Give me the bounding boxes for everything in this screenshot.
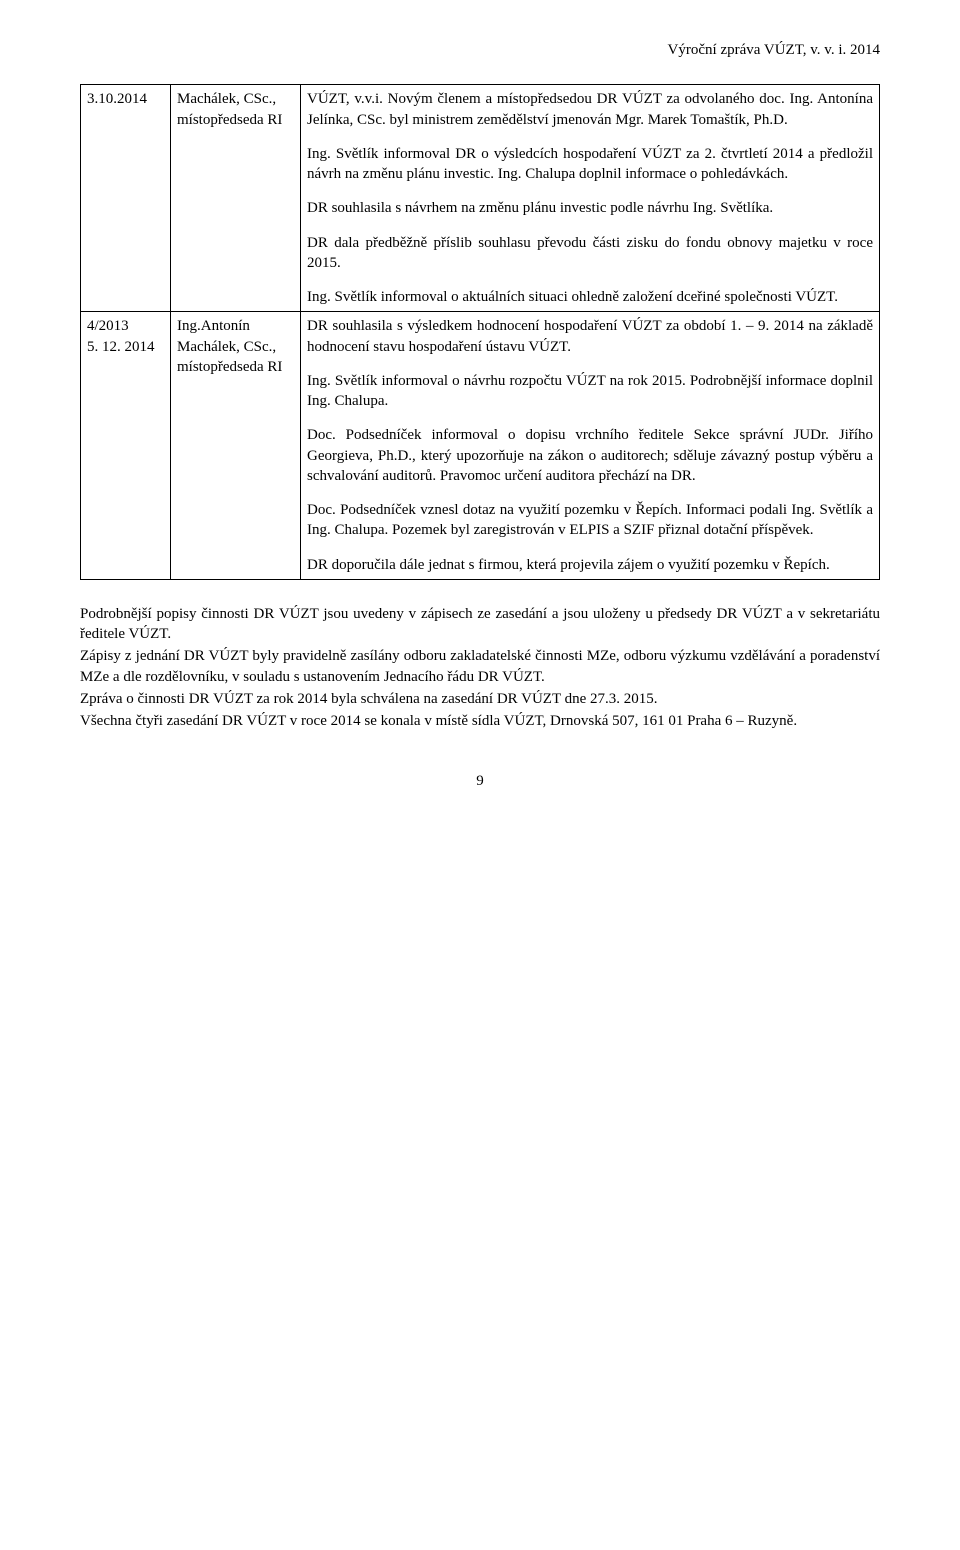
body-para: Zpráva o činnosti DR VÚZT za rok 2014 by… — [80, 689, 880, 709]
note-para: VÚZT, v.v.i. Novým členem a místopředsed… — [307, 89, 873, 130]
note-para: DR dala předběžně příslib souhlasu převo… — [307, 233, 873, 274]
note-para: Ing. Světlík informoval o aktuálních sit… — [307, 287, 873, 307]
meeting-date: 4/2013 5. 12. 2014 — [81, 312, 171, 580]
note-para: Ing. Světlík informoval DR o výsledcích … — [307, 144, 873, 185]
note-para: DR souhlasila s výsledkem hodnocení hosp… — [307, 316, 873, 357]
table-row: 3.10.2014 Machálek, CSc., místopředseda … — [81, 85, 880, 312]
body-para: Zápisy z jednání DR VÚZT byly pravidelně… — [80, 646, 880, 687]
body-text: Podrobnější popisy činnosti DR VÚZT jsou… — [80, 604, 880, 732]
meeting-date: 3.10.2014 — [81, 85, 171, 312]
note-para: DR doporučila dále jednat s firmou, kter… — [307, 555, 873, 575]
meeting-notes: DR souhlasila s výsledkem hodnocení hosp… — [301, 312, 880, 580]
note-para: Doc. Podsedníček vznesl dotaz na využití… — [307, 500, 873, 541]
body-para: Podrobnější popisy činnosti DR VÚZT jsou… — [80, 604, 880, 645]
note-para: Ing. Světlík informoval o návrhu rozpočt… — [307, 371, 873, 412]
meetings-table: 3.10.2014 Machálek, CSc., místopředseda … — [80, 84, 880, 580]
report-header: Výroční zpráva VÚZT, v. v. i. 2014 — [80, 40, 880, 60]
note-para: DR souhlasila s návrhem na změnu plánu i… — [307, 198, 873, 218]
table-row: 4/2013 5. 12. 2014 Ing.Antonín Machálek,… — [81, 312, 880, 580]
body-para: Všechna čtyři zasedání DR VÚZT v roce 20… — [80, 711, 880, 731]
meeting-who: Ing.Antonín Machálek, CSc., místopředsed… — [171, 312, 301, 580]
meeting-who: Machálek, CSc., místopředseda RI — [171, 85, 301, 312]
meeting-notes: VÚZT, v.v.i. Novým členem a místopředsed… — [301, 85, 880, 312]
page-number: 9 — [80, 771, 880, 791]
note-para: Doc. Podsedníček informoval o dopisu vrc… — [307, 425, 873, 486]
